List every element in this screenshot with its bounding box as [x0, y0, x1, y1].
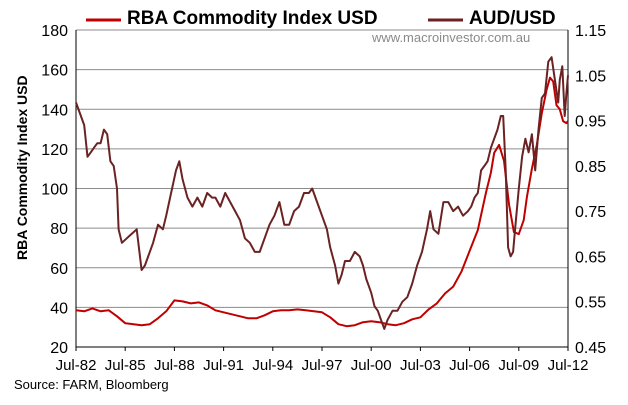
- x-tick-label: Jul-88: [154, 357, 195, 374]
- legend-label-aud: AUD/USD: [469, 8, 556, 29]
- y-tick-label-right: 0.95: [575, 114, 606, 131]
- x-tick-label: Jul-03: [400, 357, 441, 374]
- y-tick-label-left: 180: [41, 23, 68, 40]
- x-tick-label: Jul-82: [56, 357, 97, 374]
- watermark: www.macroinvestor.com.au: [372, 30, 531, 45]
- y-tick-label-right: 0.55: [575, 295, 606, 312]
- y-tick-label-right: 0.75: [575, 204, 606, 221]
- axes: 20 40 60 80 100 120 140 160 180 0.45 0.55 0.65 0.75 0…: [41, 23, 606, 374]
- legend-label-rba: RBA Commodity Index USD: [127, 8, 378, 29]
- y-tick-label-left: 100: [41, 182, 68, 199]
- series-line-rba-index: [75, 76, 569, 328]
- series-line-aud-usd: [75, 56, 569, 330]
- y-tick-label-right: 0.45: [575, 340, 606, 357]
- y-tick-label-left: 20: [50, 340, 68, 357]
- y-tick-label-left: 60: [50, 261, 68, 278]
- x-tick-label: Jul-94: [252, 357, 293, 374]
- source-note: Source: FARM, Bloomberg: [14, 377, 169, 392]
- y-tick-label-right: 1.05: [575, 68, 606, 85]
- x-tick-label: Jul-91: [203, 357, 244, 374]
- y-tick-label-right: 0.65: [575, 249, 606, 266]
- gridlines: [76, 29, 568, 308]
- y-tick-label-left: 140: [41, 102, 68, 119]
- x-tick-label: Jul-12: [548, 357, 589, 374]
- y-tick-label-left: 120: [41, 142, 68, 159]
- x-tick-label: Jul-06: [449, 357, 490, 374]
- x-tick-label: Jul-00: [351, 357, 392, 374]
- x-tick-label: Jul-85: [105, 357, 146, 374]
- x-tick-label: Jul-97: [302, 357, 343, 374]
- series-lines: [75, 56, 569, 330]
- x-tick-label: Jul-09: [498, 357, 539, 374]
- y-axis-label-left: RBA Commodity Index USD: [14, 75, 30, 260]
- y-tick-label-left: 40: [50, 300, 68, 317]
- y-tick-label-left: 160: [41, 63, 68, 80]
- y-tick-label-left: 80: [50, 221, 68, 238]
- y-tick-label-right: 1.15: [575, 23, 606, 40]
- y-tick-label-right: 0.85: [575, 159, 606, 176]
